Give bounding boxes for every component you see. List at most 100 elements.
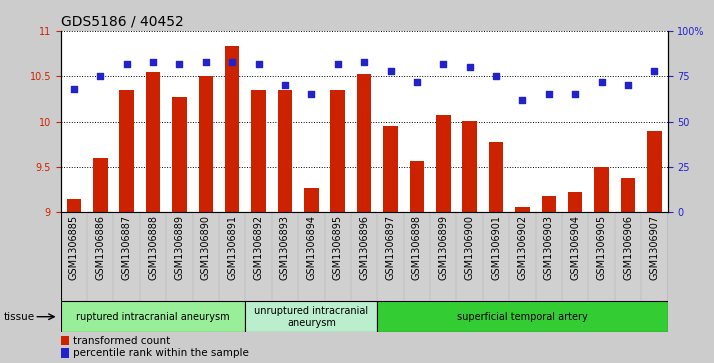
Text: GSM1306885: GSM1306885 (69, 215, 79, 280)
Bar (272, 212, 298, 301)
Bar (140, 212, 166, 301)
Bar (588, 212, 615, 301)
Bar (568, 192, 583, 212)
Bar (61, 301, 246, 332)
Bar (87, 212, 114, 301)
Bar (93, 158, 108, 212)
Text: percentile rank within the sample: percentile rank within the sample (73, 348, 248, 358)
Bar (542, 196, 556, 212)
Text: GSM1306898: GSM1306898 (412, 215, 422, 280)
Bar (251, 90, 266, 212)
Text: GSM1306893: GSM1306893 (280, 215, 290, 280)
Point (306, 91, 317, 97)
Bar (383, 126, 398, 212)
Text: GSM1306889: GSM1306889 (174, 215, 184, 280)
Bar (61, 348, 69, 358)
Text: GSM1306888: GSM1306888 (148, 215, 158, 280)
Bar (61, 336, 69, 346)
Text: GSM1306901: GSM1306901 (491, 215, 501, 280)
Text: GSM1306902: GSM1306902 (518, 215, 528, 280)
Bar (146, 72, 161, 212)
Bar (463, 121, 477, 212)
Bar (410, 160, 424, 212)
Text: GSM1306896: GSM1306896 (359, 215, 369, 280)
Text: GSM1306903: GSM1306903 (544, 215, 554, 280)
Bar (219, 212, 246, 301)
Point (491, 73, 502, 79)
Point (438, 61, 449, 66)
Text: GSM1306892: GSM1306892 (253, 215, 263, 280)
Text: superficial temporal artery: superficial temporal artery (457, 312, 588, 322)
Bar (536, 212, 562, 301)
Point (358, 59, 370, 65)
Point (517, 97, 528, 103)
Text: GDS5186 / 40452: GDS5186 / 40452 (61, 15, 183, 29)
Point (226, 59, 238, 65)
Point (332, 61, 343, 66)
Point (121, 61, 132, 66)
Point (147, 59, 159, 65)
Text: GSM1306897: GSM1306897 (386, 215, 396, 280)
Point (94, 73, 106, 79)
Bar (172, 97, 186, 212)
Point (570, 91, 581, 97)
Bar (509, 212, 536, 301)
Point (253, 61, 264, 66)
Text: GSM1306899: GSM1306899 (438, 215, 448, 280)
Bar (562, 212, 588, 301)
Text: ruptured intracranial aneurysm: ruptured intracranial aneurysm (76, 312, 230, 322)
Bar (66, 199, 81, 212)
Bar (114, 212, 140, 301)
Bar (430, 212, 456, 301)
Bar (331, 90, 345, 212)
Text: GSM1306895: GSM1306895 (333, 215, 343, 280)
Text: GSM1306905: GSM1306905 (597, 215, 607, 280)
Bar (166, 212, 193, 301)
Bar (620, 178, 635, 212)
Bar (516, 207, 530, 212)
Text: GSM1306907: GSM1306907 (650, 215, 660, 280)
Point (385, 68, 396, 74)
Text: transformed count: transformed count (73, 335, 170, 346)
Bar (304, 188, 318, 212)
Bar (357, 73, 371, 212)
Point (68, 86, 79, 92)
Text: tissue: tissue (4, 312, 35, 322)
Bar (198, 76, 213, 212)
Point (200, 59, 211, 65)
Bar (278, 90, 292, 212)
Bar (594, 167, 609, 212)
Point (596, 79, 608, 85)
Point (174, 61, 185, 66)
Bar (489, 143, 503, 212)
Point (649, 68, 660, 74)
Point (411, 79, 423, 85)
Bar (403, 212, 430, 301)
Bar (119, 90, 134, 212)
Bar (61, 212, 87, 301)
Text: GSM1306887: GSM1306887 (121, 215, 131, 280)
Text: GSM1306904: GSM1306904 (570, 215, 580, 280)
Bar (377, 212, 403, 301)
Bar (641, 212, 668, 301)
Text: GSM1306890: GSM1306890 (201, 215, 211, 280)
Bar (246, 212, 272, 301)
Bar (456, 212, 483, 301)
Bar (325, 212, 351, 301)
Bar (483, 212, 509, 301)
Bar (377, 301, 668, 332)
Text: GSM1306900: GSM1306900 (465, 215, 475, 280)
Point (279, 82, 291, 88)
Bar (225, 46, 239, 212)
Bar (351, 212, 377, 301)
Text: GSM1306891: GSM1306891 (227, 215, 237, 280)
Bar (246, 301, 377, 332)
Text: GSM1306894: GSM1306894 (306, 215, 316, 280)
Bar (193, 212, 219, 301)
Text: GSM1306906: GSM1306906 (623, 215, 633, 280)
Bar (298, 212, 325, 301)
Bar (436, 115, 451, 212)
Bar (647, 131, 662, 212)
Bar (615, 212, 641, 301)
Text: GSM1306886: GSM1306886 (95, 215, 105, 280)
